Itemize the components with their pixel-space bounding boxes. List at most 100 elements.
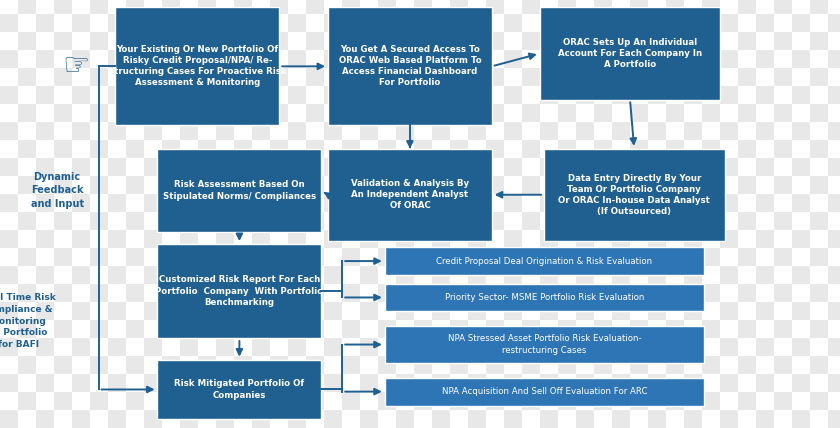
Bar	[54, 122, 72, 140]
Bar	[216, 212, 234, 230]
Bar	[324, 338, 342, 356]
Bar	[0, 356, 18, 374]
Bar	[648, 194, 666, 212]
Bar	[504, 266, 522, 284]
Bar	[504, 230, 522, 248]
Bar	[684, 374, 702, 392]
Bar	[108, 140, 126, 158]
Bar	[162, 50, 180, 68]
Bar	[72, 374, 90, 392]
Bar	[702, 302, 720, 320]
Bar	[756, 158, 774, 176]
Bar	[270, 248, 288, 266]
Bar	[594, 374, 612, 392]
Bar	[162, 86, 180, 104]
Bar	[162, 176, 180, 194]
Bar	[432, 194, 450, 212]
Bar	[288, 194, 306, 212]
Bar	[558, 158, 576, 176]
Bar	[702, 104, 720, 122]
Bar	[558, 410, 576, 428]
Bar	[0, 158, 18, 176]
Bar	[738, 266, 756, 284]
Bar	[630, 248, 648, 266]
Bar	[594, 392, 612, 410]
Bar	[252, 68, 270, 86]
Bar	[72, 356, 90, 374]
Bar	[324, 140, 342, 158]
Bar	[630, 338, 648, 356]
Bar	[180, 302, 198, 320]
Bar	[738, 140, 756, 158]
Bar	[630, 50, 648, 68]
Bar	[324, 320, 342, 338]
Bar	[792, 0, 810, 14]
Bar	[360, 302, 378, 320]
Bar	[360, 0, 378, 14]
Bar	[684, 68, 702, 86]
Bar	[522, 194, 540, 212]
Bar	[72, 0, 90, 14]
Bar	[648, 302, 666, 320]
Bar	[144, 158, 162, 176]
Bar	[306, 338, 324, 356]
Bar	[612, 230, 630, 248]
Bar	[486, 392, 504, 410]
Bar	[396, 302, 414, 320]
Bar	[630, 392, 648, 410]
Bar	[594, 50, 612, 68]
Bar	[666, 122, 684, 140]
Bar	[486, 320, 504, 338]
Bar	[540, 266, 558, 284]
Bar	[684, 248, 702, 266]
Bar	[684, 284, 702, 302]
Bar	[126, 122, 144, 140]
Bar	[702, 356, 720, 374]
Bar	[36, 320, 54, 338]
Bar	[540, 284, 558, 302]
Bar	[648, 320, 666, 338]
Bar	[90, 32, 108, 50]
Bar	[396, 140, 414, 158]
Bar	[18, 122, 36, 140]
Bar	[522, 248, 540, 266]
Bar	[702, 140, 720, 158]
Bar	[306, 176, 324, 194]
Bar	[558, 194, 576, 212]
Bar	[720, 302, 738, 320]
Bar	[828, 0, 840, 14]
Bar	[468, 284, 486, 302]
Bar	[18, 176, 36, 194]
Bar	[288, 14, 306, 32]
Bar	[414, 248, 432, 266]
Bar	[0, 194, 18, 212]
Bar	[0, 392, 18, 410]
Bar	[198, 68, 216, 86]
Bar	[324, 68, 342, 86]
Bar	[612, 338, 630, 356]
Bar	[180, 338, 198, 356]
Bar	[72, 392, 90, 410]
Bar	[540, 230, 558, 248]
Bar	[540, 122, 558, 140]
Bar	[270, 50, 288, 68]
Bar	[18, 68, 36, 86]
Bar	[18, 374, 36, 392]
Bar	[36, 68, 54, 86]
Bar	[666, 68, 684, 86]
Bar	[594, 14, 612, 32]
Bar	[378, 212, 396, 230]
Bar	[594, 194, 612, 212]
Bar	[576, 410, 594, 428]
Bar	[666, 338, 684, 356]
Bar	[720, 338, 738, 356]
Bar	[162, 374, 180, 392]
Bar	[450, 284, 468, 302]
Bar	[0, 248, 18, 266]
Bar	[72, 122, 90, 140]
Bar	[792, 374, 810, 392]
Bar	[414, 374, 432, 392]
Bar	[198, 194, 216, 212]
Bar	[252, 158, 270, 176]
Bar	[396, 374, 414, 392]
